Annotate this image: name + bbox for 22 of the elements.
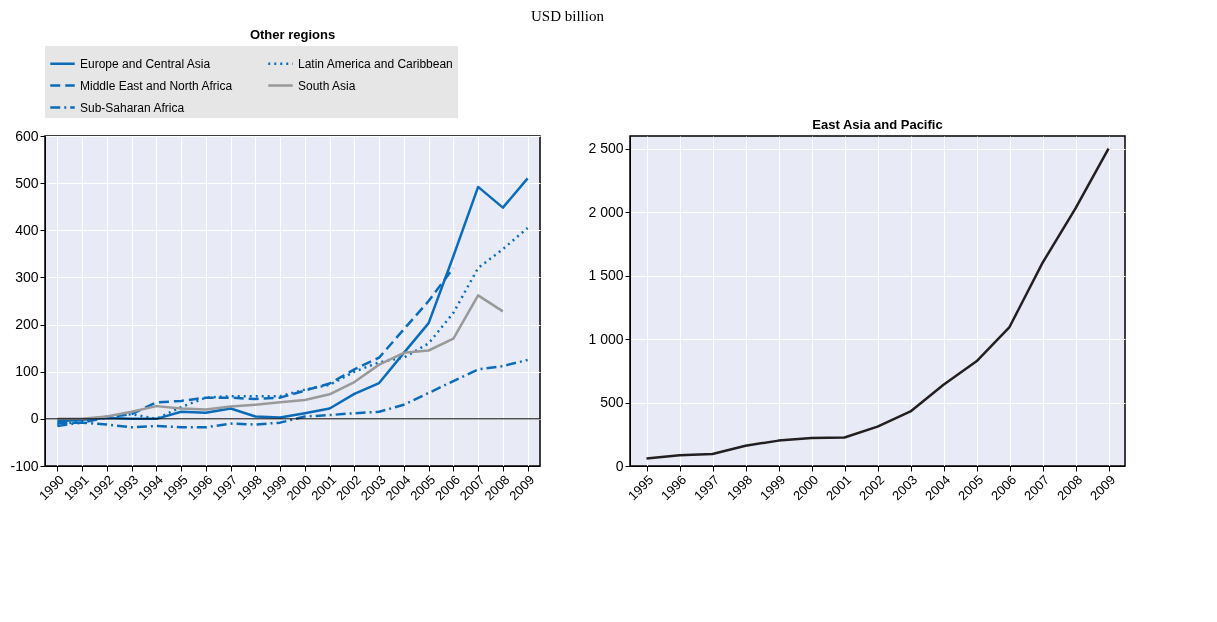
legend-label: Europe and Central Asia xyxy=(80,56,211,71)
y-tick-label: 1 000 xyxy=(588,330,624,347)
legend-label: Sub-Saharan Africa xyxy=(80,100,185,115)
y-tick-label: 100 xyxy=(15,363,39,380)
y-tick-label: 600 xyxy=(15,127,39,144)
y-tick-label: 0 xyxy=(30,410,39,427)
chart-title: East Asia and Pacific xyxy=(812,117,943,132)
y-tick-label: 400 xyxy=(15,221,39,238)
y-tick-label: 500 xyxy=(600,394,624,411)
legend-label: South Asia xyxy=(298,78,356,93)
y-tick-label: 1 500 xyxy=(588,267,624,284)
chart-title: Other regions xyxy=(249,27,336,42)
legend-label: Latin America and Caribbean xyxy=(298,56,453,71)
chart-subtitle: USD billion xyxy=(531,8,605,25)
y-tick-label: 200 xyxy=(15,316,39,333)
y-tick-label: 500 xyxy=(15,174,39,191)
y-tick-label: -100 xyxy=(10,457,39,474)
y-tick-label: 0 xyxy=(615,457,624,474)
y-tick-label: 2 000 xyxy=(588,203,624,220)
legend-label: Middle East and North Africa xyxy=(80,78,233,93)
y-tick-label: 300 xyxy=(15,268,39,285)
y-tick-label: 2 500 xyxy=(588,140,624,157)
